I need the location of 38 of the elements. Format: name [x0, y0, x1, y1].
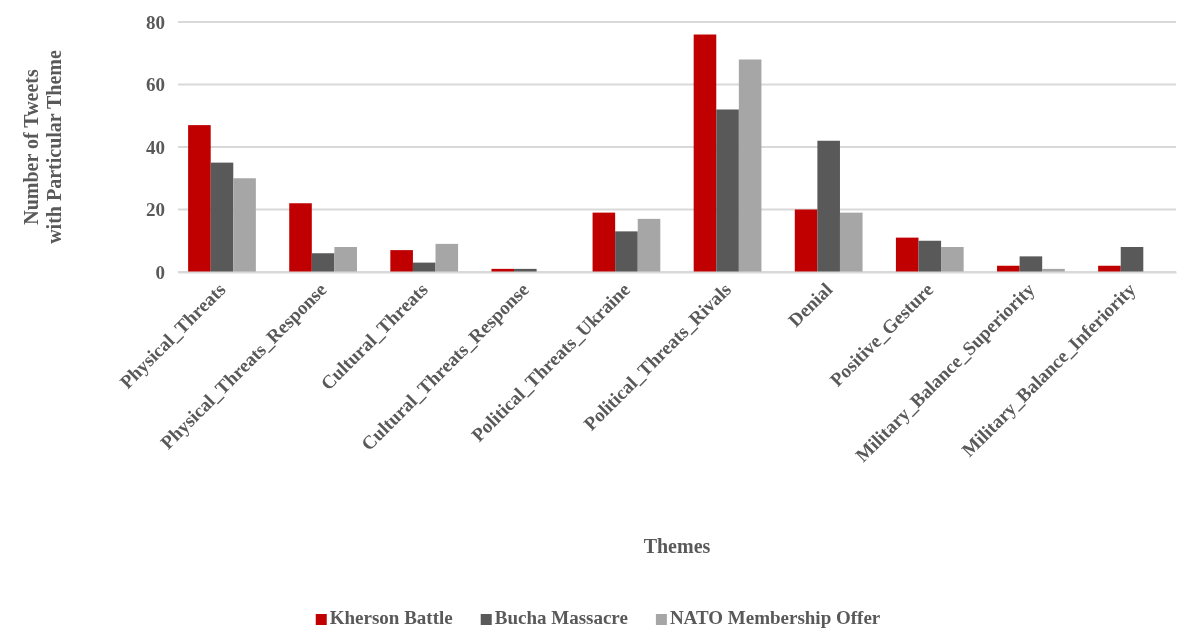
bar — [1098, 265, 1121, 272]
bar — [1120, 247, 1144, 272]
bar — [817, 140, 840, 272]
bar — [941, 247, 964, 272]
y-tick-label: 40 — [146, 136, 165, 158]
bar — [918, 240, 942, 272]
bar — [637, 218, 661, 272]
bar — [289, 203, 312, 272]
bar — [997, 265, 1020, 272]
bar — [311, 253, 335, 272]
bar — [738, 59, 762, 272]
y-tick-label: 0 — [155, 261, 165, 283]
legend-label: Kherson Battle — [329, 607, 453, 628]
bar — [794, 209, 818, 272]
bar — [592, 212, 616, 272]
bar — [210, 162, 234, 272]
y-tick-label: 80 — [146, 11, 165, 33]
bar — [334, 247, 357, 272]
y-tick-label: 60 — [146, 74, 165, 96]
bar — [716, 109, 739, 272]
bar — [693, 34, 717, 272]
bar — [412, 262, 436, 272]
bar — [390, 250, 413, 272]
bar — [1019, 256, 1043, 272]
bar — [233, 178, 256, 272]
bar — [188, 125, 211, 272]
bar — [615, 231, 638, 272]
bar — [491, 268, 515, 272]
bar — [839, 212, 863, 272]
bar — [514, 268, 537, 272]
y-axis-title: Number of Tweets with Particular Theme — [20, 50, 65, 244]
legend-label: NATO Membership Offer — [669, 607, 881, 628]
bar — [1042, 268, 1065, 272]
bar — [895, 237, 919, 272]
bar — [435, 243, 459, 272]
y-tick-label: 20 — [146, 199, 165, 221]
legend-label: Bucha Massacre — [494, 607, 628, 628]
x-axis-title: Themes — [643, 535, 711, 557]
